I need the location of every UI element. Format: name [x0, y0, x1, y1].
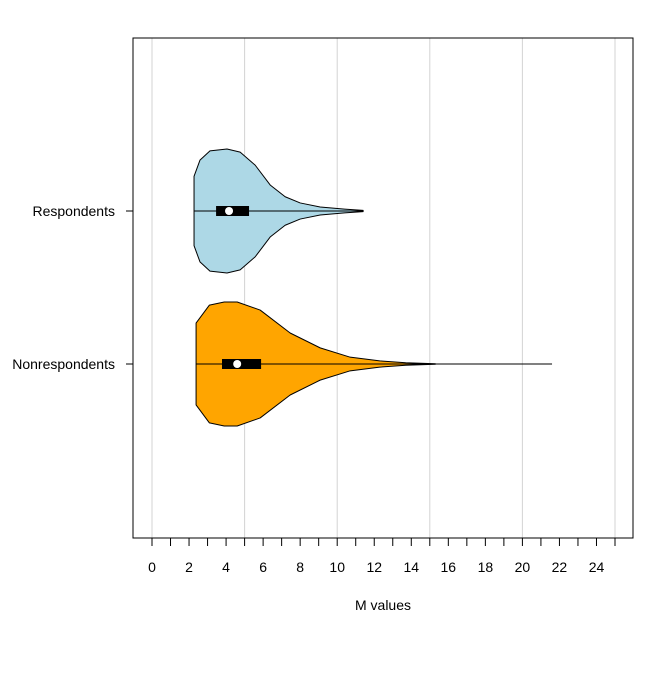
x-tick-label: 16: [441, 559, 457, 575]
median-point: [233, 360, 242, 368]
y-tick-label: Respondents: [32, 203, 115, 219]
x-tick-label: 8: [296, 559, 304, 575]
grid-lines: [151, 38, 616, 538]
x-axis: 0 2 4 6 8 10 12 14 16 18 20 22 24: [148, 538, 616, 575]
plot-frame: [132, 37, 634, 539]
median-point: [225, 207, 234, 215]
x-tick-label: 2: [185, 559, 193, 575]
x-tick-label: 20: [515, 559, 531, 575]
x-tick-label: 14: [403, 559, 419, 575]
x-tick-label: 24: [589, 559, 605, 575]
x-axis-label: M values: [355, 597, 411, 613]
y-tick-label: Nonrespondents: [12, 356, 115, 372]
x-tick-label: 18: [478, 559, 494, 575]
y-axis: Respondents Nonrespondents: [12, 203, 133, 372]
x-tick-label: 10: [329, 559, 345, 575]
x-tick-label: 0: [148, 559, 156, 575]
x-tick-label: 6: [259, 559, 267, 575]
x-tick-label: 4: [222, 559, 230, 575]
iqr-box: [222, 359, 262, 369]
violins: [193, 148, 553, 427]
x-tick-label: 22: [552, 559, 568, 575]
x-tick-label: 12: [366, 559, 382, 575]
